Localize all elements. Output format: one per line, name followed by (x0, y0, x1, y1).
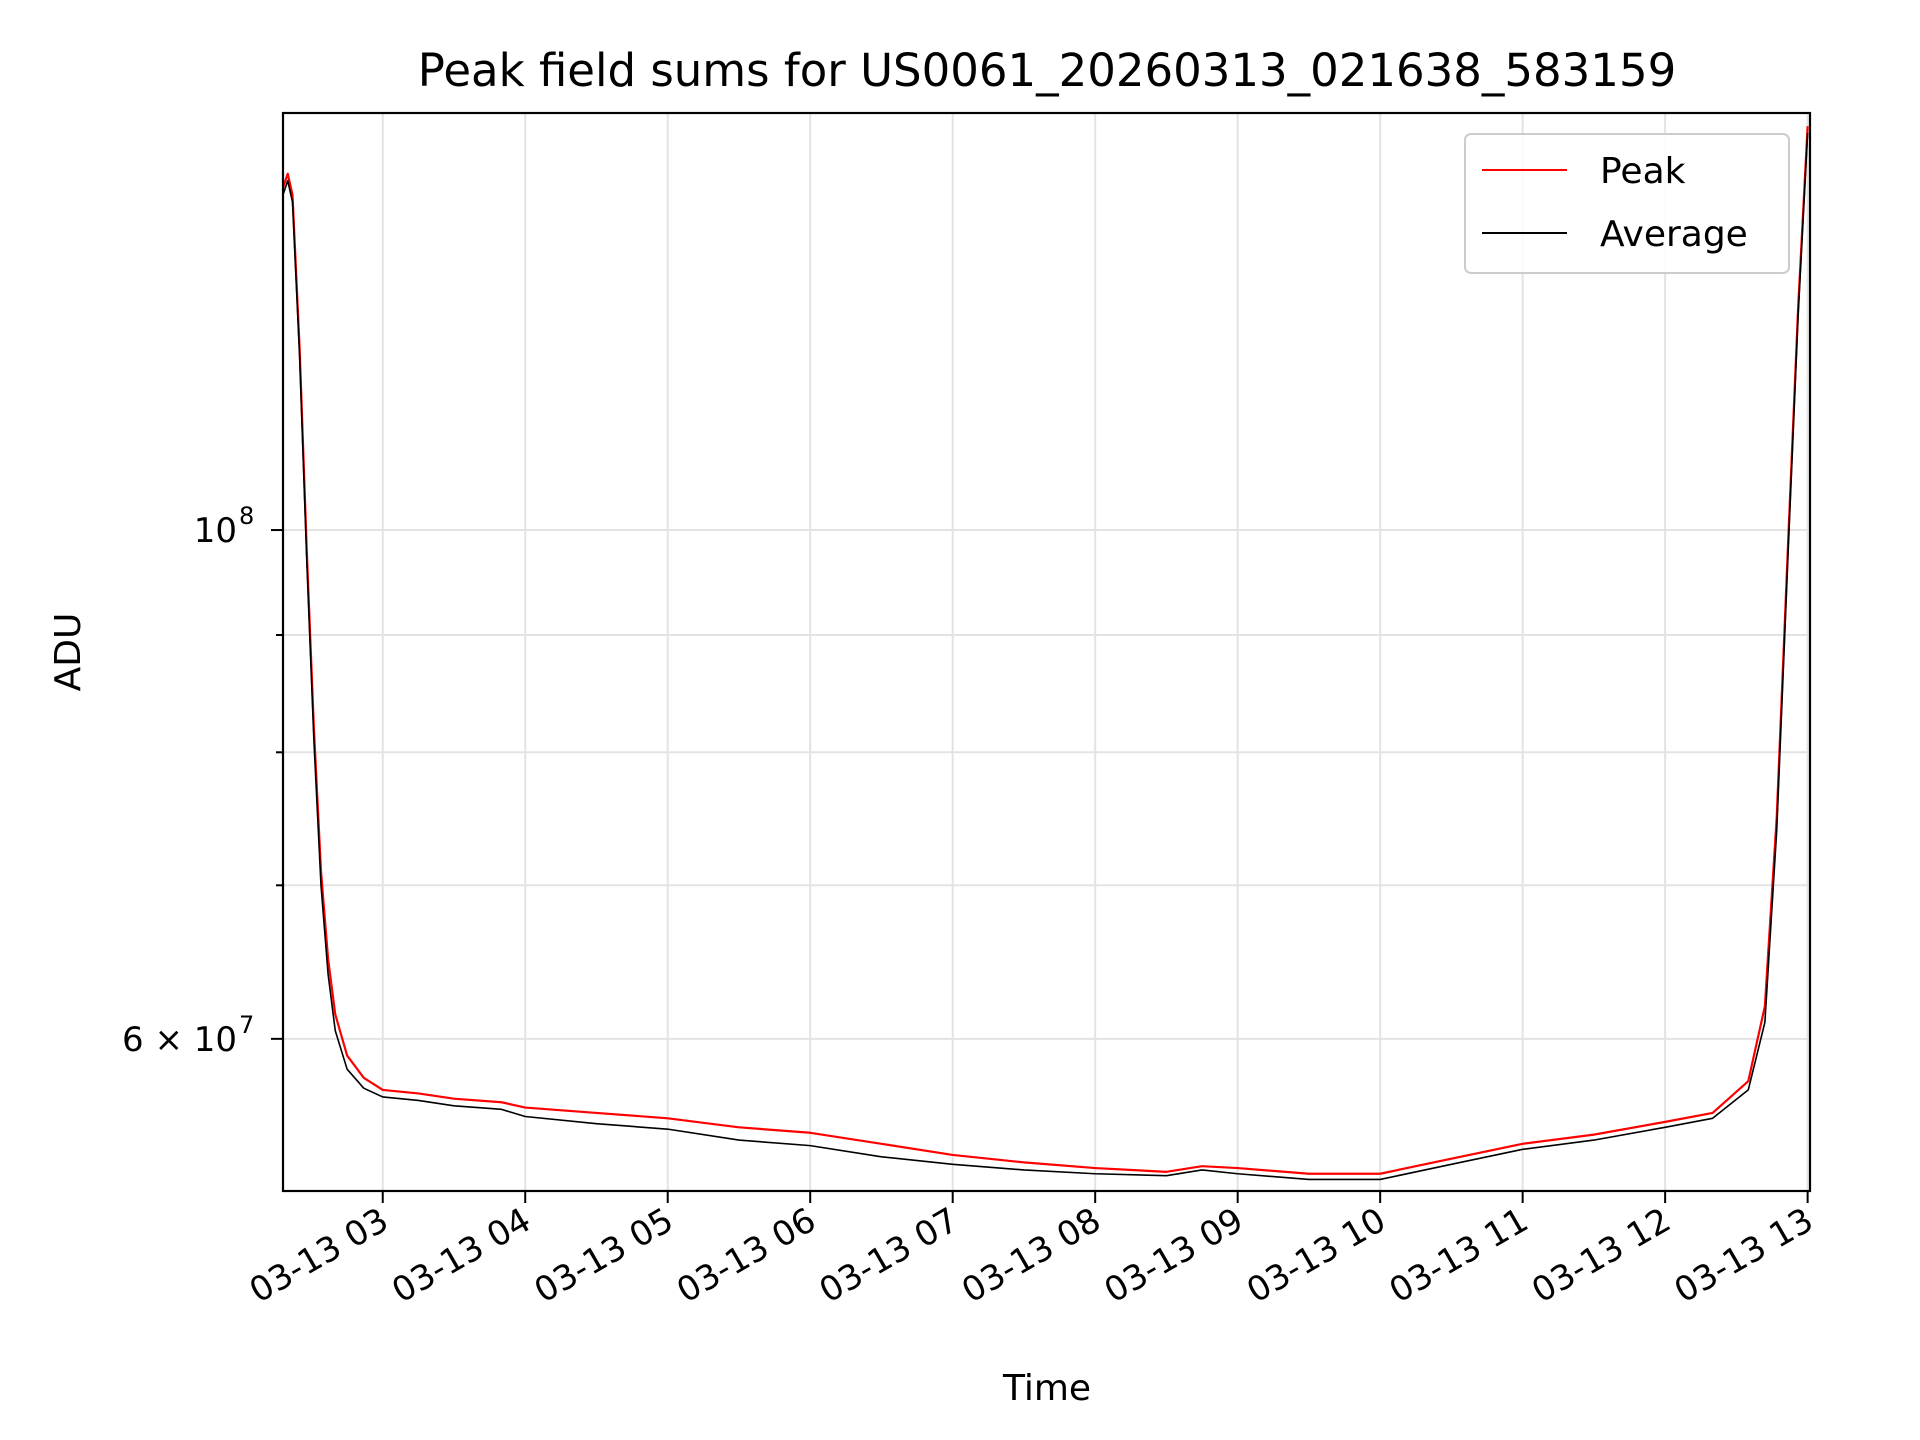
chart-title: Peak field sums for US0061_20260313_0216… (418, 44, 1676, 97)
series-layer (281, 126, 1809, 1181)
y-axis-label: ADU (48, 613, 89, 692)
legend-label-peak: Peak (1600, 151, 1686, 192)
plot-frame (281, 111, 1812, 1193)
y-tick-label-base: 6 × 10 (122, 1020, 237, 1060)
grid-layer (283, 113, 1810, 1191)
legend: Peak Average (1464, 133, 1790, 274)
y-tick-label-exponent: 7 (239, 1011, 254, 1039)
legend-box (1464, 133, 1790, 274)
y-tick-label: 6 × 10 7 (122, 1011, 254, 1060)
x-axis-label: Time (1002, 1368, 1091, 1409)
legend-label-average: Average (1600, 214, 1748, 255)
y-tick-label-base: 10 (194, 511, 237, 551)
series-line-average (282, 132, 1809, 1181)
y-tick-label: 10 8 (194, 502, 255, 551)
series-line-peak (281, 126, 1809, 1175)
y-tick-label-exponent: 8 (239, 502, 254, 530)
